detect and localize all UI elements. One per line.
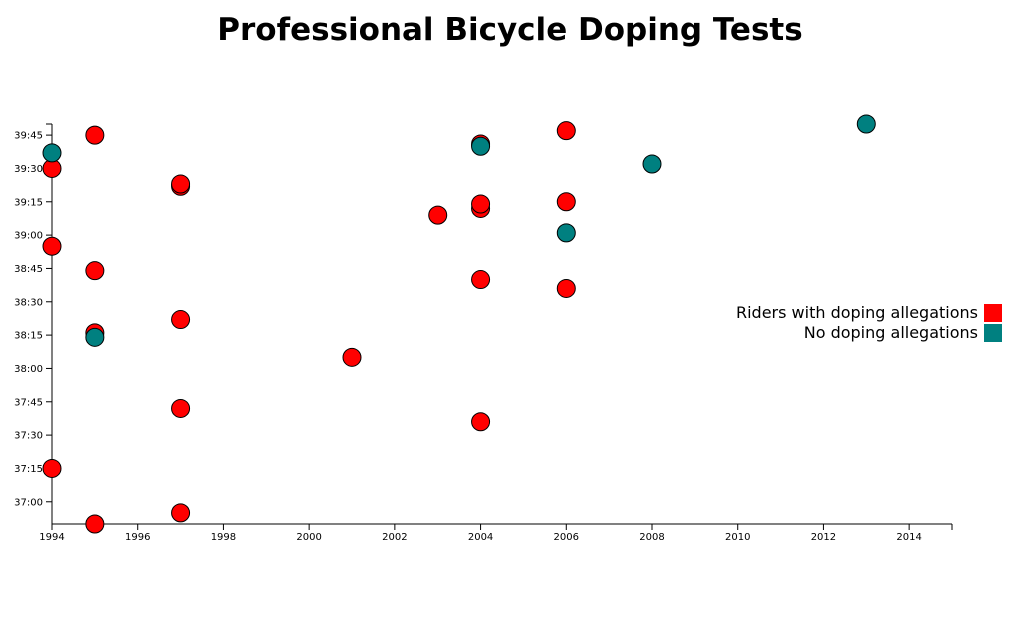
y-tick: 39:00 <box>14 231 52 242</box>
x-tick-label: 2002 <box>382 532 407 543</box>
x-tick: 1996 <box>125 524 150 543</box>
y-tick: 37:45 <box>14 397 52 408</box>
data-point[interactable] <box>85 327 105 347</box>
chart-title: Professional Bicycle Doping Tests <box>217 12 803 48</box>
y-tick-label: 37:30 <box>14 431 43 442</box>
y-tick-label: 39:15 <box>14 197 43 208</box>
data-point[interactable] <box>42 458 62 478</box>
x-tick: 1998 <box>211 524 236 543</box>
data-point[interactable] <box>42 236 62 256</box>
x-tick: 2010 <box>725 524 750 543</box>
x-tick-label: 2010 <box>725 532 750 543</box>
data-point[interactable] <box>471 412 491 432</box>
data-point[interactable] <box>471 194 491 214</box>
y-axis: 37:00 37:15 37:30 37:45 38:00 38:15 38:30 38:45… <box>14 123 53 524</box>
y-tick: 38:30 <box>14 297 52 308</box>
data-point[interactable] <box>171 503 191 523</box>
data-point[interactable] <box>642 154 662 174</box>
legend-label: Riders with doping allegations <box>736 303 978 322</box>
x-axis: 1994 1996 1998 2000 2002 2004 2006 2008 2010 2012… <box>39 523 953 543</box>
x-tick: 2006 <box>554 524 579 543</box>
x-tick-label: 1998 <box>211 532 236 543</box>
y-tick-label: 37:15 <box>14 464 43 475</box>
data-point[interactable] <box>85 514 105 534</box>
y-tick-label: 39:00 <box>14 231 43 242</box>
y-tick-label: 38:30 <box>14 297 43 308</box>
data-point[interactable] <box>42 143 62 163</box>
legend-swatch <box>984 324 1002 342</box>
y-tick-label: 37:00 <box>14 497 43 508</box>
data-point[interactable] <box>171 398 191 418</box>
data-point[interactable] <box>85 261 105 281</box>
y-tick-label: 39:45 <box>14 131 43 142</box>
x-tick: 2014 <box>896 524 922 543</box>
y-tick-label: 37:45 <box>14 397 43 408</box>
data-point[interactable] <box>428 205 448 225</box>
data-points <box>42 114 876 534</box>
x-tick: 2000 <box>296 524 322 543</box>
x-tick-label: 1996 <box>125 532 150 543</box>
y-tick: 38:15 <box>14 331 52 342</box>
x-tick-label: 2008 <box>639 532 664 543</box>
y-tick: 38:00 <box>14 364 52 375</box>
x-tick: 2002 <box>382 524 408 543</box>
x-tick: 2004 <box>468 524 493 543</box>
data-point[interactable] <box>856 114 876 134</box>
data-point[interactable] <box>471 136 491 156</box>
y-tick: 37:00 <box>14 497 52 508</box>
y-tick: 38:45 <box>14 264 52 275</box>
data-point[interactable] <box>171 174 191 194</box>
y-tick-label: 38:00 <box>14 364 43 375</box>
x-tick: 2008 <box>639 524 665 543</box>
data-point[interactable] <box>342 347 362 367</box>
y-tick: 39:45 <box>14 131 52 142</box>
data-point[interactable] <box>556 278 576 298</box>
y-tick: 37:30 <box>14 431 52 442</box>
legend-label: No doping allegations <box>804 323 978 342</box>
y-tick-label: 39:30 <box>14 164 43 175</box>
y-tick-label: 38:45 <box>14 264 43 275</box>
legend-item: No doping allegations <box>804 323 1002 342</box>
x-tick-label: 2014 <box>896 532 921 543</box>
x-tick-label: 2004 <box>468 532 493 543</box>
data-point[interactable] <box>556 223 576 243</box>
y-tick: 39:15 <box>14 197 52 208</box>
data-point[interactable] <box>171 310 191 330</box>
x-tick-label: 2012 <box>811 532 836 543</box>
legend-swatch <box>984 304 1002 322</box>
data-point[interactable] <box>556 192 576 212</box>
data-point[interactable] <box>471 270 491 290</box>
x-tick-label: 1994 <box>39 532 64 543</box>
x-tick: 1994 <box>39 524 65 543</box>
x-tick-label: 2000 <box>296 532 321 543</box>
x-tick: 2012 <box>811 524 836 543</box>
x-tick-label: 2006 <box>554 532 579 543</box>
data-point[interactable] <box>85 125 105 145</box>
data-point[interactable] <box>556 121 576 141</box>
y-tick-label: 38:15 <box>14 331 43 342</box>
legend-item: Riders with doping allegations <box>736 303 1002 322</box>
